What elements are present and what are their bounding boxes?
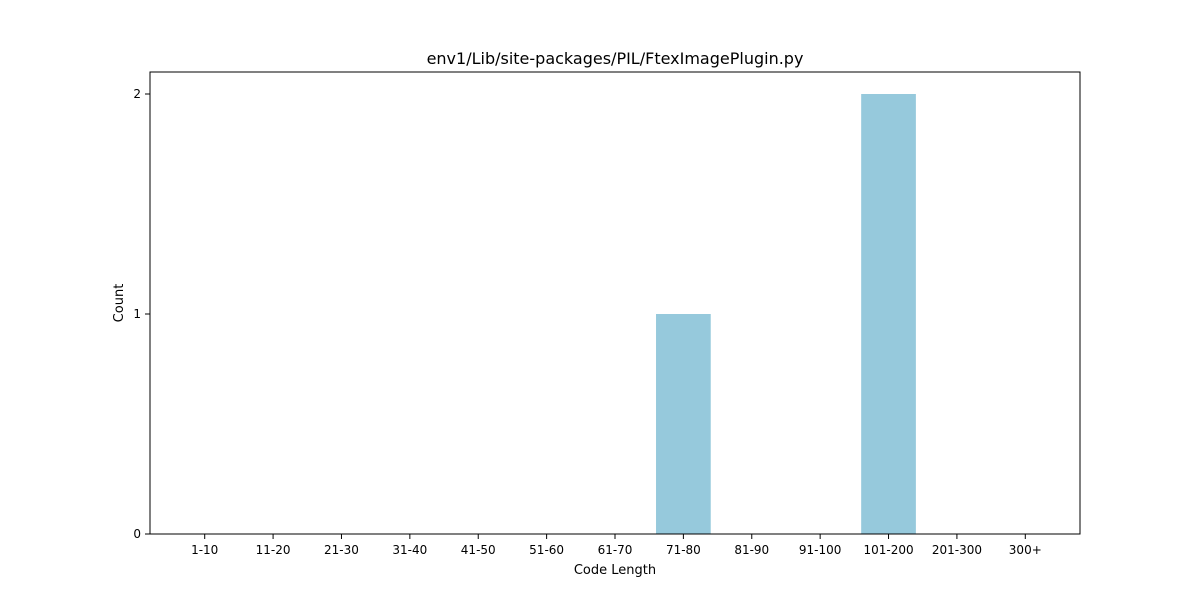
y-tick-label: 2	[133, 87, 141, 101]
x-tick-label: 41-50	[461, 543, 496, 557]
y-axis: 0 1 2	[133, 87, 150, 541]
x-tick-label: 81-90	[734, 543, 769, 557]
plot-frame	[149, 71, 1081, 535]
bars-layer	[656, 94, 916, 534]
y-axis-label: Count	[112, 284, 127, 323]
x-tick-label: 31-40	[392, 543, 427, 557]
x-tick-label: 300+	[1009, 543, 1042, 557]
x-tick-label: 11-20	[256, 543, 291, 557]
x-tick-label: 101-200	[863, 543, 913, 557]
x-tick-label: 201-300	[932, 543, 982, 557]
bar-101-200	[861, 94, 916, 534]
x-tick-label: 21-30	[324, 543, 359, 557]
chart-title: env1/Lib/site-packages/PIL/FtexImagePlug…	[427, 49, 804, 68]
x-tick-label: 71-80	[666, 543, 701, 557]
x-tick-label: 51-60	[529, 543, 564, 557]
x-axis-label: Code Length	[574, 563, 656, 578]
x-axis: 1-10 11-20 21-30 31-40 41-50 51-60 61-70 71-80 8…	[191, 534, 1042, 557]
x-tick-label: 61-70	[598, 543, 633, 557]
x-tick-label: 91-100	[799, 543, 842, 557]
bar-71-80	[656, 314, 711, 534]
y-tick-label: 0	[133, 527, 141, 541]
y-tick-label: 1	[133, 307, 141, 321]
x-tick-label: 1-10	[191, 543, 218, 557]
